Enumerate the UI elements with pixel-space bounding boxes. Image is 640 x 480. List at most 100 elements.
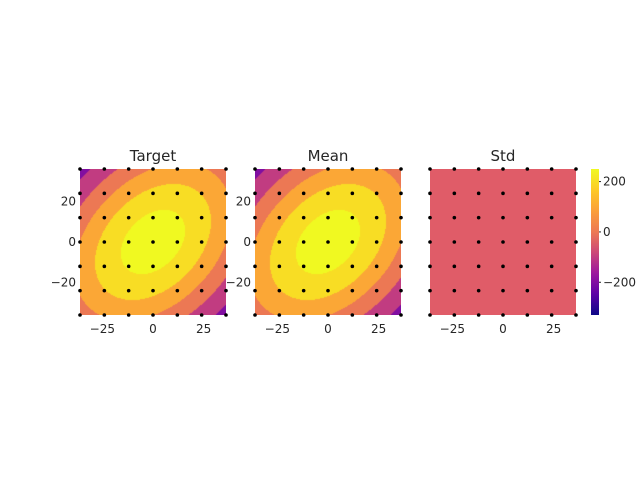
sample-point xyxy=(476,167,481,171)
sample-point xyxy=(501,167,505,171)
sample-point xyxy=(350,167,355,171)
sample-point xyxy=(78,215,82,220)
xtick-label: −25 xyxy=(90,322,115,336)
sample-point xyxy=(277,313,282,317)
sample-point xyxy=(199,215,204,220)
sample-point xyxy=(301,288,306,293)
xticks-target: −25 0 25 xyxy=(90,322,212,336)
sample-points-target xyxy=(78,167,228,317)
sample-point xyxy=(253,313,257,317)
ytick-label: 0 xyxy=(68,235,76,249)
sample-point xyxy=(126,264,131,269)
sample-point xyxy=(224,215,228,220)
sample-point xyxy=(78,191,82,196)
sample-point xyxy=(102,167,107,171)
sample-point xyxy=(224,191,228,196)
sample-point xyxy=(326,191,330,196)
sample-point xyxy=(301,313,306,317)
sample-point xyxy=(574,191,578,196)
sample-point xyxy=(253,215,257,220)
xtick-label: −25 xyxy=(265,322,290,336)
sample-point xyxy=(525,313,530,317)
sample-point xyxy=(326,240,330,244)
xtick-label: 0 xyxy=(149,322,157,336)
colorbar-gradient xyxy=(591,169,599,315)
ytick-label: 0 xyxy=(243,235,251,249)
sample-point xyxy=(399,215,403,220)
sample-point xyxy=(452,288,457,293)
sample-point xyxy=(199,264,204,269)
sample-point xyxy=(102,264,107,269)
sample-point xyxy=(399,191,403,196)
sample-point xyxy=(253,240,257,244)
sample-points-std xyxy=(428,167,578,317)
sample-point xyxy=(151,240,155,244)
sample-point xyxy=(374,240,379,244)
sample-point xyxy=(175,264,180,269)
sample-point xyxy=(574,240,578,244)
sample-point xyxy=(501,191,505,196)
sample-point xyxy=(350,288,355,293)
sample-point xyxy=(126,313,131,317)
xticks-mean: −25 0 25 xyxy=(265,322,387,336)
sample-point xyxy=(399,167,403,171)
sample-point xyxy=(253,288,257,293)
sample-point xyxy=(374,288,379,293)
sample-point xyxy=(374,215,379,220)
sample-points-mean xyxy=(253,167,403,317)
sample-point xyxy=(224,264,228,269)
sample-point xyxy=(501,264,505,269)
sample-point xyxy=(253,167,257,171)
sample-point xyxy=(428,215,432,220)
sample-point xyxy=(301,191,306,196)
sample-point xyxy=(151,191,155,196)
sample-point xyxy=(253,264,257,269)
sample-point xyxy=(525,288,530,293)
sample-point xyxy=(428,240,432,244)
sample-point xyxy=(350,240,355,244)
sample-point xyxy=(549,288,554,293)
colorbar-ticks: 200 0 −200 xyxy=(599,175,636,289)
sample-point xyxy=(126,167,131,171)
sample-point xyxy=(175,288,180,293)
ytick-label: −20 xyxy=(51,276,76,290)
ytick-label: 20 xyxy=(236,194,251,208)
sample-point xyxy=(126,240,131,244)
panel-title-mean: Mean xyxy=(308,147,349,165)
sample-point xyxy=(374,167,379,171)
sample-point xyxy=(501,215,505,220)
sample-point xyxy=(476,313,481,317)
sample-point xyxy=(525,167,530,171)
sample-point xyxy=(326,167,330,171)
sample-point xyxy=(277,240,282,244)
colorbar-tick-label: −200 xyxy=(603,275,636,289)
yticks-mean: 20 0 −20 xyxy=(226,194,251,289)
sample-point xyxy=(452,313,457,317)
colorbar-tick-label: 0 xyxy=(603,225,611,239)
sample-point xyxy=(326,264,330,269)
sample-point xyxy=(350,191,355,196)
sample-point xyxy=(175,191,180,196)
sample-point xyxy=(476,191,481,196)
sample-point xyxy=(102,313,107,317)
panel-mean: Mean −25 0 25 20 0 −20 xyxy=(226,147,403,336)
sample-point xyxy=(326,313,330,317)
xtick-label: −25 xyxy=(440,322,465,336)
sample-point xyxy=(525,191,530,196)
sample-point xyxy=(501,288,505,293)
sample-point xyxy=(277,167,282,171)
sample-point xyxy=(350,264,355,269)
sample-point xyxy=(399,264,403,269)
sample-point xyxy=(428,264,432,269)
sample-point xyxy=(326,288,330,293)
xtick-label: 0 xyxy=(324,322,332,336)
sample-point xyxy=(151,215,155,220)
panel-std: Std −25 0 25 xyxy=(428,147,578,336)
sample-point xyxy=(102,288,107,293)
sample-point xyxy=(199,167,204,171)
sample-point xyxy=(175,215,180,220)
sample-point xyxy=(199,240,204,244)
sample-point xyxy=(501,240,505,244)
sample-point xyxy=(476,240,481,244)
